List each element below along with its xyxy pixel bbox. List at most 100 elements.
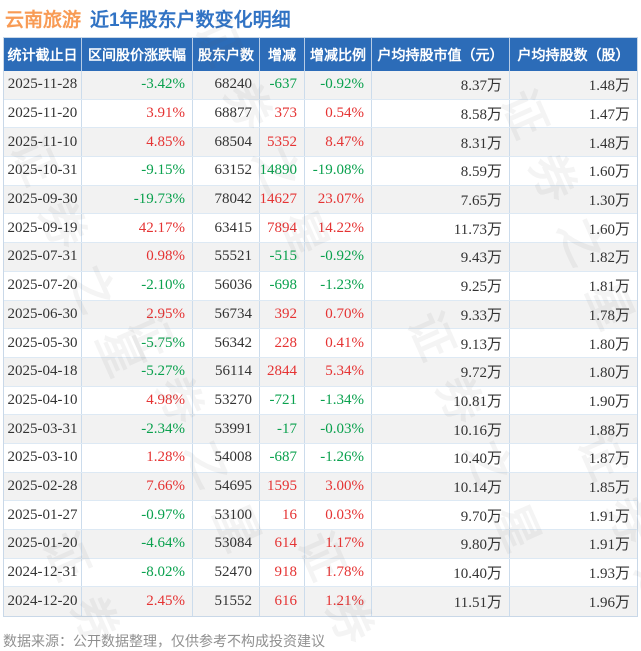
table-cell: -19.08% (305, 157, 372, 185)
table-cell: 56734 (193, 300, 260, 329)
table-cell: 0.41% (305, 329, 372, 357)
table-row: 2024-12-20 2.45% 51552 616 1.21% 11.51万 1.96万 (4, 587, 637, 617)
table-cell: -19.73% (82, 185, 193, 214)
column-header: 增减比例 (305, 38, 372, 71)
table-cell: -2.10% (82, 271, 193, 300)
table-cell: 2025-11-28 (4, 71, 82, 99)
table-cell: -3.42% (82, 71, 193, 99)
table-cell: 54695 (193, 472, 260, 501)
table-cell: 2025-02-28 (4, 472, 82, 501)
table-body: 2025-11-28 -3.42% 68240 -637 -0.92% 8.37万 1.48… (4, 71, 637, 617)
table-cell: 1595 (260, 472, 305, 501)
table-cell: 56036 (193, 271, 260, 300)
table-cell: -0.92% (305, 71, 372, 99)
table-row: 2025-06-30 2.95% 56734 392 0.70% 9.33万 1.78万 (4, 300, 637, 330)
table-row: 2025-03-31 -2.34% 53991 -17 -0.03% 10.16万 1.88… (4, 415, 637, 444)
table-cell: 53270 (193, 386, 260, 415)
table-cell: 2.95% (82, 300, 193, 329)
table-cell: -698 (260, 271, 305, 300)
column-header: 户均持股市值（元） (372, 38, 510, 71)
table-cell: 23.07% (305, 185, 372, 214)
table-cell: 53084 (193, 530, 260, 558)
table-row: 2025-10-31-9.15%63152-14890-19.08%8.59万 1… (4, 157, 637, 186)
table-cell: -4.64% (82, 530, 193, 558)
table-cell: 1.78万 (588, 307, 630, 324)
table-cell: 10.81万 (372, 386, 510, 415)
table-cell: 2844 (260, 357, 305, 386)
table-cell: 53100 (193, 501, 260, 529)
table-row: 2025-04-18 -5.27% 56114 2844 5.34% 9.72万 1.80万 (4, 357, 637, 387)
table-cell: 1.93万 (588, 566, 630, 583)
table-row: 2025-11-20 3.91% 68877 373 0.54% 8.58万 1.47万 (4, 99, 637, 129)
table-cell: 1.88万 (588, 422, 630, 439)
table-cell: 78042 (193, 185, 260, 214)
table-cell: 1.80万 (588, 336, 630, 353)
table-row: 2025-07-31 0.98% 55521 -515 -0.92% 9.43万 1.82万 (4, 243, 637, 272)
table-cell: 1.60万 (588, 221, 630, 238)
table-cell: -637 (260, 71, 305, 99)
table-cell: 1.60万 (588, 164, 630, 181)
table-cell: 2025-11-10 (4, 128, 82, 157)
column-header: 股东户数 (193, 38, 260, 71)
table-cell: -5.27% (82, 357, 193, 386)
table-cell: 7.66% (82, 472, 193, 501)
table-cell: 2025-10-31 (4, 157, 82, 185)
table-cell: 0.03% (305, 501, 372, 529)
table-cell: 1.48万 (588, 78, 630, 95)
table-cell: 10.40万 (372, 443, 510, 472)
table-row: 2025-03-10 1.28% 54008 -687 -1.26% 10.40万 1.87… (4, 443, 637, 473)
table-cell: 14627 (260, 185, 305, 214)
table-cell: 10.16万 (372, 415, 510, 443)
table-cell: 8.31万 (372, 128, 510, 157)
table-cell: -2.34% (82, 415, 193, 443)
table-cell: 51552 (193, 587, 260, 617)
table-cell: 373 (260, 99, 305, 128)
table-cell: 63415 (193, 214, 260, 243)
table-cell: -1.34% (305, 386, 372, 415)
table-cell: 2024-12-31 (4, 558, 82, 587)
table-cell: 11.51万 (372, 587, 510, 617)
table-row: 2025-04-10 4.98% 53270 -721 -1.34% 10.81万 1.90… (4, 386, 637, 416)
table-cell: 9.25万 (372, 271, 510, 300)
table-cell: 68877 (193, 99, 260, 128)
table-row: 2025-09-19 42.17% 63415 7894 14.22% 11.73万 1.6… (4, 214, 637, 244)
table-cell: 63152 (193, 157, 260, 185)
table-cell: 14.22% (305, 214, 372, 243)
table-cell: 3.91% (82, 99, 193, 128)
table-cell: 9.80万 (372, 530, 510, 558)
table-cell: 55521 (193, 243, 260, 271)
table-cell: 2025-11-20 (4, 99, 82, 128)
table-cell: -0.97% (82, 501, 193, 529)
table-cell: 2025-07-31 (4, 243, 82, 271)
table-row: 2025-02-28 7.66% 54695 1595 3.00% 10.14万 1.85万 (4, 472, 637, 502)
table-cell: -1.23% (305, 271, 372, 300)
table-cell: 1.81万 (588, 279, 630, 296)
table-cell: 616 (260, 587, 305, 617)
table-cell: 2025-01-27 (4, 501, 82, 529)
table-cell: -8.02% (82, 558, 193, 587)
stock-name: 云南旅游 (5, 10, 82, 31)
table-cell: 9.43万 (372, 243, 510, 271)
title-subtitle: 近1年股东户数变化明细 (90, 10, 291, 31)
table-cell: 2025-04-10 (4, 386, 82, 415)
table-cell: 0.70% (305, 300, 372, 329)
page-title: 云南旅游 近1年股东户数变化明细 (5, 5, 291, 33)
table-cell: 8.59万 (372, 157, 510, 185)
table-cell: 2025-09-19 (4, 214, 82, 243)
table-cell: 54008 (193, 443, 260, 472)
table-cell: -687 (260, 443, 305, 472)
table-cell: 68240 (193, 71, 260, 99)
table-cell: 5352 (260, 128, 305, 157)
table-cell: -515 (260, 243, 305, 271)
table-cell: 42.17% (82, 214, 193, 243)
table-cell: -5.75% (82, 329, 193, 357)
column-header: 户均持股数（股） (517, 46, 630, 63)
table-cell: 1.85万 (588, 479, 630, 496)
column-header: 区间股价涨跌幅 (82, 38, 193, 71)
table-cell: 1.30万 (588, 193, 630, 210)
shareholder-table: 统计截止日 区间股价涨跌幅 股东户数 增减 增减比例 户均持股市值（元） 户均持股数（股） … (3, 37, 638, 618)
table-cell: 1.90万 (588, 393, 630, 410)
table-cell: 9.72万 (372, 357, 510, 386)
table-cell: 392 (260, 300, 305, 329)
table-cell: 2025-05-30 (4, 329, 82, 357)
